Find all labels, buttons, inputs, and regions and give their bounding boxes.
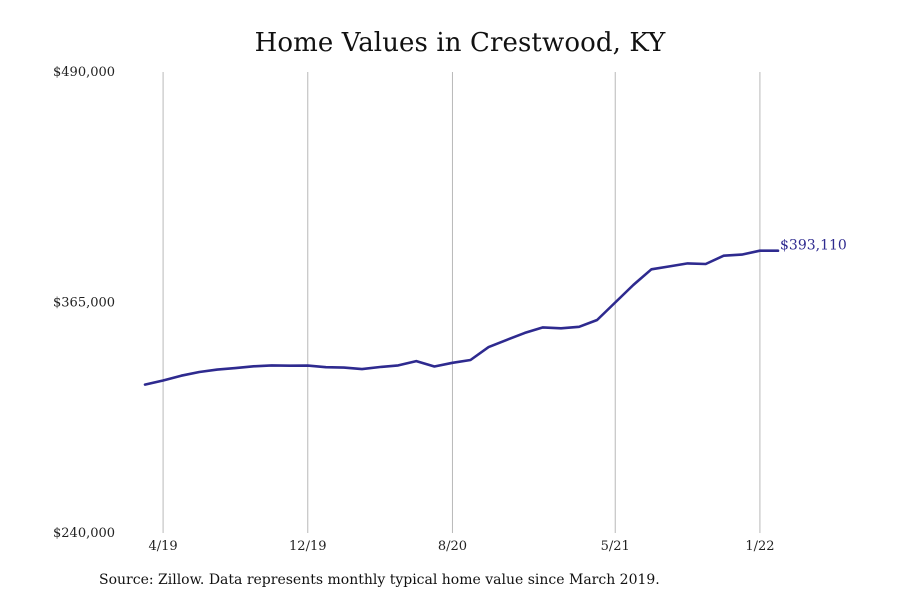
x-tick-label: 5/21 xyxy=(601,539,630,554)
x-tick-label: 1/22 xyxy=(745,539,774,554)
y-tick-label: $240,000 xyxy=(53,526,115,541)
y-axis: $490,000 $365,000 $240,000 xyxy=(53,65,115,541)
x-tick-label: 12/19 xyxy=(289,539,326,554)
vertical-gridlines xyxy=(162,72,761,533)
x-tick-label: 8/20 xyxy=(438,539,467,554)
x-tick-label: 4/19 xyxy=(148,539,177,554)
series-layer xyxy=(143,249,780,386)
chart-title: Home Values in Crestwood, KY xyxy=(254,28,666,58)
series-line xyxy=(143,249,780,386)
x-axis: 4/19 12/19 8/20 5/21 1/22 xyxy=(148,539,774,554)
y-tick-label: $365,000 xyxy=(53,296,115,311)
y-tick-label: $490,000 xyxy=(53,65,115,80)
source-note: Source: Zillow. Data represents monthly … xyxy=(99,572,660,588)
label-layer: $393,110 xyxy=(780,238,847,254)
end-value-label: $393,110 xyxy=(780,238,847,254)
